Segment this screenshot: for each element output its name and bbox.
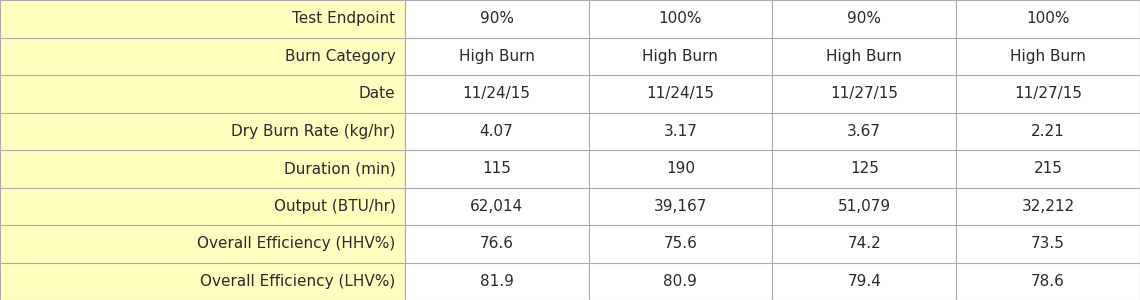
Bar (773, 225, 956, 262)
Bar (773, 150, 956, 188)
Text: 11/27/15: 11/27/15 (1015, 86, 1082, 101)
Bar (405, 150, 588, 188)
Bar (588, 150, 773, 188)
Bar (956, 262, 1140, 300)
Text: 190: 190 (666, 161, 695, 176)
Text: 90%: 90% (847, 11, 881, 26)
Text: 81.9: 81.9 (480, 274, 513, 289)
Text: 11/24/15: 11/24/15 (646, 86, 715, 101)
Text: Burn Category: Burn Category (285, 49, 396, 64)
Bar (0, 262, 405, 300)
Text: Duration (min): Duration (min) (284, 161, 396, 176)
Text: Overall Efficiency (LHV%): Overall Efficiency (LHV%) (201, 274, 396, 289)
Text: High Burn: High Burn (826, 49, 902, 64)
Text: High Burn: High Burn (643, 49, 718, 64)
Text: 73.5: 73.5 (1032, 236, 1065, 251)
Bar (0, 0, 405, 38)
Text: 78.6: 78.6 (1032, 274, 1065, 289)
Bar (773, 75, 956, 112)
Bar (405, 188, 588, 225)
Bar (0, 188, 405, 225)
Text: 3.17: 3.17 (663, 124, 698, 139)
Bar (773, 188, 956, 225)
Text: Dry Burn Rate (kg/hr): Dry Burn Rate (kg/hr) (231, 124, 396, 139)
Text: 51,079: 51,079 (838, 199, 890, 214)
Text: 39,167: 39,167 (653, 199, 707, 214)
Bar (405, 75, 588, 112)
Text: Output (BTU/hr): Output (BTU/hr) (274, 199, 396, 214)
Text: 11/24/15: 11/24/15 (463, 86, 530, 101)
Bar (956, 38, 1140, 75)
Bar (588, 0, 773, 38)
Text: 2.21: 2.21 (1032, 124, 1065, 139)
Bar (0, 38, 405, 75)
Text: 100%: 100% (659, 11, 702, 26)
Bar (405, 225, 588, 262)
Text: 100%: 100% (1026, 11, 1069, 26)
Text: 90%: 90% (480, 11, 514, 26)
Bar (0, 150, 405, 188)
Bar (956, 150, 1140, 188)
Text: Overall Efficiency (HHV%): Overall Efficiency (HHV%) (197, 236, 396, 251)
Bar (773, 0, 956, 38)
Bar (405, 112, 588, 150)
Bar (956, 225, 1140, 262)
Bar (588, 75, 773, 112)
Bar (773, 262, 956, 300)
Bar (0, 112, 405, 150)
Text: 76.6: 76.6 (480, 236, 514, 251)
Text: 11/27/15: 11/27/15 (830, 86, 898, 101)
Text: 3.67: 3.67 (847, 124, 881, 139)
Bar (588, 225, 773, 262)
Text: 115: 115 (482, 161, 511, 176)
Text: 125: 125 (849, 161, 879, 176)
Bar (405, 38, 588, 75)
Text: 32,212: 32,212 (1021, 199, 1075, 214)
Bar (588, 188, 773, 225)
Text: 75.6: 75.6 (663, 236, 698, 251)
Text: Date: Date (359, 86, 396, 101)
Text: 74.2: 74.2 (847, 236, 881, 251)
Bar (956, 188, 1140, 225)
Text: Test Endpoint: Test Endpoint (293, 11, 396, 26)
Bar (956, 112, 1140, 150)
Text: 62,014: 62,014 (470, 199, 523, 214)
Text: 215: 215 (1034, 161, 1062, 176)
Bar (405, 0, 588, 38)
Bar (0, 75, 405, 112)
Text: 4.07: 4.07 (480, 124, 513, 139)
Bar (773, 38, 956, 75)
Bar (0, 225, 405, 262)
Bar (405, 262, 588, 300)
Bar (773, 112, 956, 150)
Text: 80.9: 80.9 (663, 274, 698, 289)
Bar (588, 112, 773, 150)
Bar (588, 38, 773, 75)
Bar (956, 75, 1140, 112)
Bar (588, 262, 773, 300)
Text: High Burn: High Burn (458, 49, 535, 64)
Text: High Burn: High Burn (1010, 49, 1086, 64)
Text: 79.4: 79.4 (847, 274, 881, 289)
Bar (956, 0, 1140, 38)
